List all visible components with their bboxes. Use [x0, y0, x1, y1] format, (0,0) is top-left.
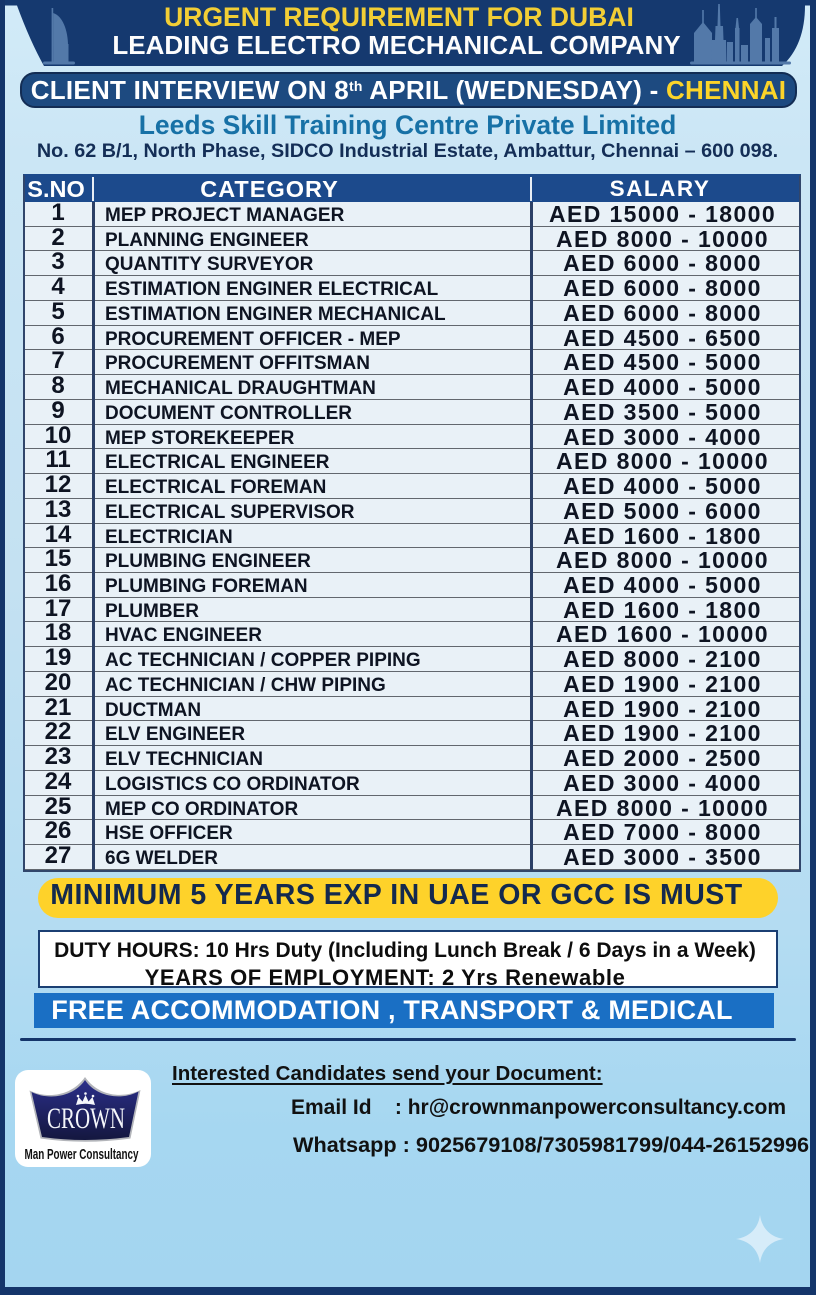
svg-text:Man Power Consultancy: Man Power Consultancy: [25, 1147, 139, 1163]
svg-text:CROWN: CROWN: [47, 1102, 125, 1135]
